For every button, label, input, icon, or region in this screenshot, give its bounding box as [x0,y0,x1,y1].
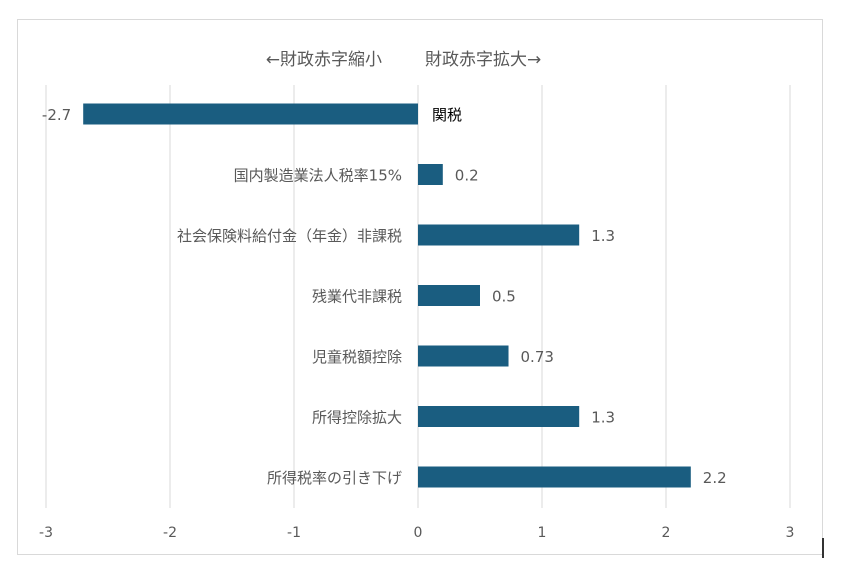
title-right: 財政赤字拡大→ [425,50,541,70]
bar [418,345,509,367]
title-left: ←財政赤字縮小 [266,50,382,70]
category-label: 児童税額控除 [312,348,402,366]
data-label: 0.2 [455,167,479,185]
category-label: 関税 [432,106,462,124]
data-label: 2.2 [703,469,727,487]
category-label: 社会保険料給付金（年金）非課税 [177,227,402,245]
bar [418,406,580,427]
data-label: 0.5 [492,288,516,306]
data-label: 0.73 [521,348,554,366]
data-label: 1.3 [591,227,615,245]
category-label: 国内製造業法人税率15% [234,167,402,185]
category-label: 所得控除拡大 [312,409,402,427]
data-label: -2.7 [42,106,71,124]
bar [418,285,480,306]
bar [418,466,691,488]
data-label: 1.3 [591,409,615,427]
category-label: 残業代非課税 [312,288,402,306]
bar [418,224,580,246]
text-cursor [822,538,824,558]
x-tick-label: -3 [39,525,53,541]
x-tick-label: 3 [786,525,795,541]
category-label: 所得税率の引き下げ [267,469,402,487]
x-tick-label: 2 [662,525,671,541]
bar [83,103,418,125]
x-tick-label: -1 [287,525,301,541]
x-tick-label: 0 [414,525,423,541]
x-tick-label: 1 [538,525,547,541]
x-tick-label: -2 [163,525,177,541]
bar [418,164,443,185]
